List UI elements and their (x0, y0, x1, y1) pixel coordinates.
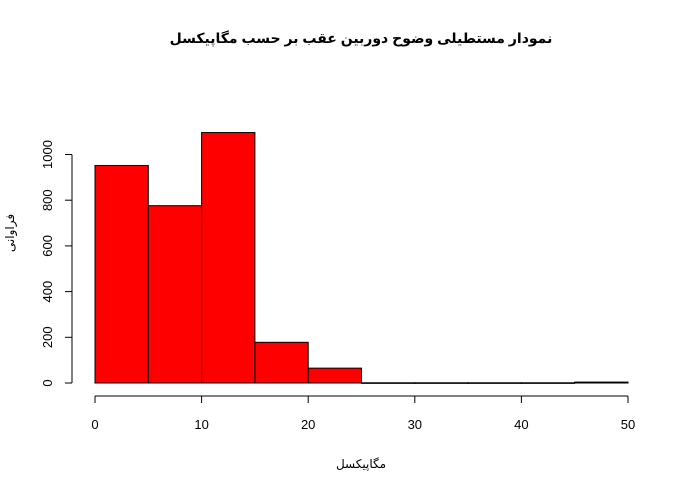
histogram-bar (361, 382, 416, 384)
x-tick-label: 20 (301, 417, 315, 432)
x-tick-label: 50 (621, 417, 635, 432)
x-axis: 0 10 20 30 40 50 (91, 395, 635, 432)
y-tick-label: 0 (40, 379, 55, 386)
x-tick-label: 30 (408, 417, 422, 432)
y-axis-label: فراوانی (3, 214, 18, 252)
x-axis-label: مگاپیکسل (336, 457, 386, 471)
bars-group (94, 132, 629, 384)
y-tick-label: 600 (40, 235, 55, 257)
histogram-bar (201, 132, 256, 384)
histogram-bar (147, 205, 203, 384)
chart-title: نمودار مستطیلی وضوح دوربین عقب بر حسب مگ… (170, 30, 553, 47)
histogram-bar (414, 382, 469, 384)
x-tick-label: 0 (91, 417, 98, 432)
histogram-bar (307, 367, 363, 384)
y-tick-label: 200 (40, 326, 55, 348)
histogram-bar (94, 164, 149, 384)
y-tick-label: 800 (40, 189, 55, 211)
x-tick-label: 10 (194, 417, 208, 432)
histogram-bar (520, 382, 576, 384)
histogram-bar (254, 341, 309, 384)
y-tick-label: 400 (40, 281, 55, 303)
y-axis: 0 200 400 600 800 1000 (40, 140, 73, 387)
histogram-bar (574, 381, 629, 384)
x-tick-label: 40 (514, 417, 528, 432)
histogram-bar (467, 382, 522, 384)
y-tick-label: 1000 (40, 140, 55, 169)
